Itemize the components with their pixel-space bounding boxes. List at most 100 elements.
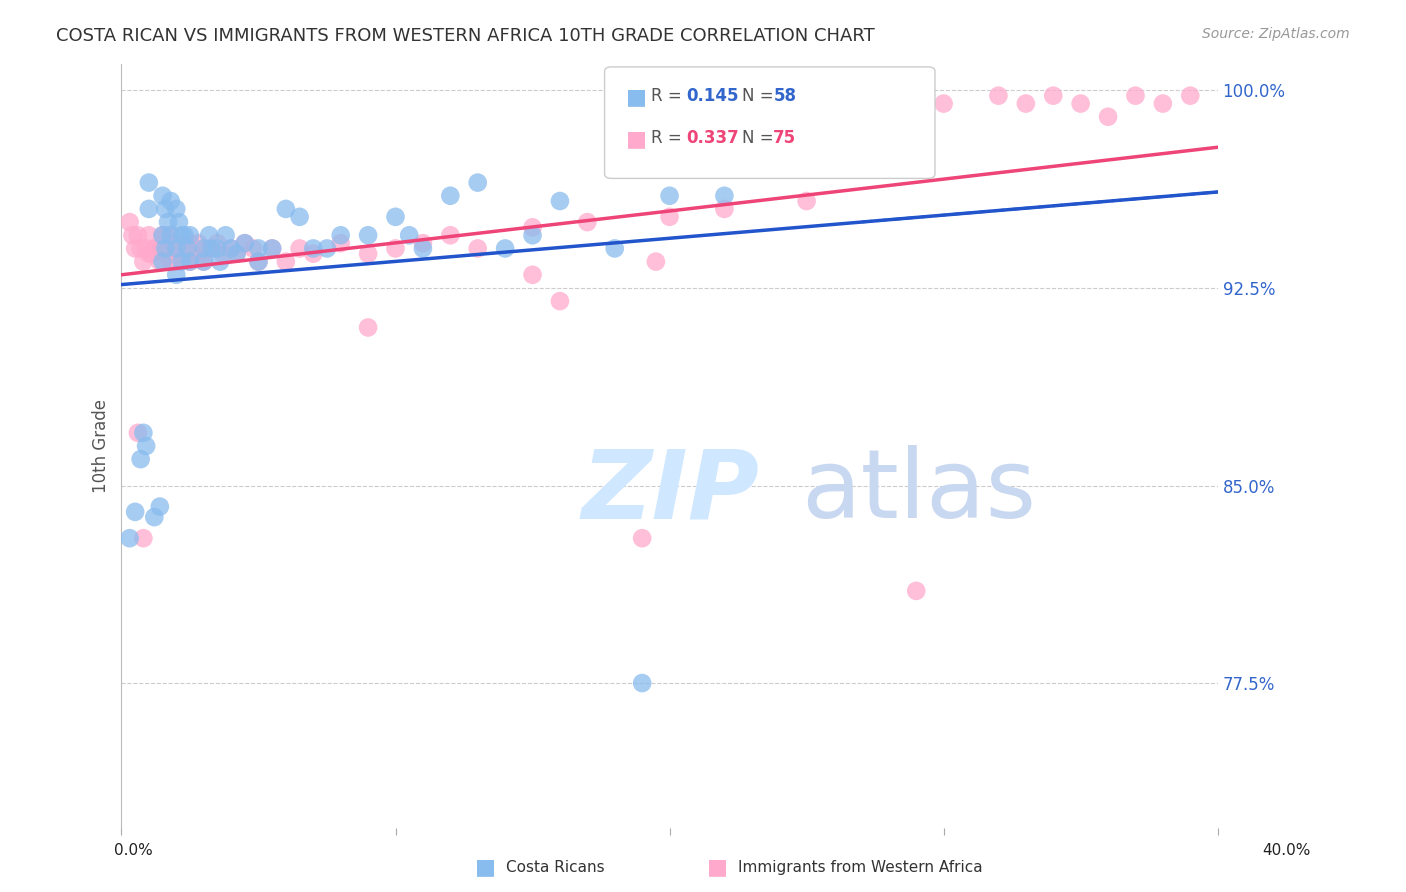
Text: Costa Ricans: Costa Ricans [506,860,605,874]
Point [127,228,149,243]
Point [357,320,380,334]
Point [1152,96,1174,111]
Text: R =: R = [651,87,688,105]
Point [713,188,735,202]
Point [157,242,180,256]
Point [129,242,152,256]
Point [631,676,654,690]
Point [467,242,489,256]
Point [124,505,146,519]
Point [576,215,599,229]
Point [127,425,149,440]
Point [302,246,325,260]
Point [548,294,571,309]
Point [658,210,681,224]
Point [384,242,406,256]
Point [357,228,380,243]
Point [179,254,201,268]
Point [522,228,544,243]
Point [181,246,204,260]
Text: COSTA RICAN VS IMMIGRANTS FROM WESTERN AFRICA 10TH GRADE CORRELATION CHART: COSTA RICAN VS IMMIGRANTS FROM WESTERN A… [56,27,875,45]
Point [179,254,201,268]
Point [149,500,172,514]
Point [247,254,270,268]
Text: ZIP: ZIP [582,445,759,539]
Text: ■: ■ [707,857,727,877]
Point [796,194,818,208]
Point [522,268,544,282]
Point [138,228,160,243]
Point [138,202,160,216]
Point [329,228,352,243]
Point [198,228,221,243]
Point [658,188,681,202]
Text: ■: ■ [626,87,647,107]
Point [932,96,955,111]
Point [384,210,406,224]
Point [247,254,270,268]
Point [132,531,155,545]
Point [357,246,380,260]
Point [1180,88,1202,103]
Text: ■: ■ [475,857,495,877]
Text: 75: 75 [773,129,796,147]
Text: Immigrants from Western Africa: Immigrants from Western Africa [738,860,983,874]
Point [262,242,284,256]
Point [316,242,339,256]
Point [262,242,284,256]
Point [603,242,626,256]
Point [1097,110,1119,124]
Point [905,583,928,598]
Point [157,215,180,229]
Point [179,228,201,243]
Point [165,242,187,256]
Point [155,242,177,256]
Point [152,254,174,268]
Point [288,210,311,224]
Point [159,194,181,208]
Text: 58: 58 [773,87,796,105]
Point [631,531,654,545]
Point [165,268,187,282]
Point [155,228,177,243]
Y-axis label: 10th Grade: 10th Grade [93,399,110,493]
Point [165,202,187,216]
Point [118,531,141,545]
Point [155,202,177,216]
Point [173,246,195,260]
Point [201,242,224,256]
Point [146,242,169,256]
Point [193,242,215,256]
Point [1070,96,1092,111]
Point [242,242,264,256]
Point [170,254,193,268]
Point [176,242,198,256]
Point [713,202,735,216]
Point [129,452,152,467]
Point [211,246,233,260]
Point [1015,96,1038,111]
Point [494,242,516,256]
Point [138,176,160,190]
Point [329,236,352,251]
Point [187,236,209,251]
Point [162,236,184,251]
Point [124,242,146,256]
Text: ■: ■ [626,129,647,149]
Point [121,228,143,243]
Point [233,236,256,251]
Point [193,254,215,268]
Point [135,242,157,256]
Point [225,246,247,260]
Point [179,236,201,251]
Text: N =: N = [742,87,779,105]
Point [138,246,160,260]
Point [274,254,297,268]
Point [167,242,190,256]
Point [176,242,198,256]
Point [412,236,434,251]
Point [141,246,163,260]
Point [219,242,242,256]
Text: 0.145: 0.145 [686,87,738,105]
Point [193,254,215,268]
